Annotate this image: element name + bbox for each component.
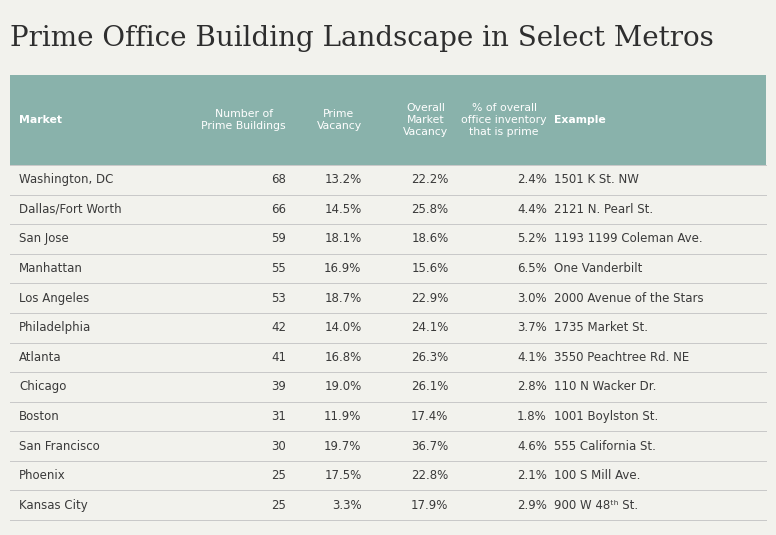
Text: 16.8%: 16.8% <box>324 351 362 364</box>
Text: Manhattan: Manhattan <box>19 262 83 275</box>
Text: 30: 30 <box>271 440 286 453</box>
Text: 17.4%: 17.4% <box>411 410 449 423</box>
Text: 26.1%: 26.1% <box>411 380 449 393</box>
Text: 4.4%: 4.4% <box>517 203 547 216</box>
Text: 11.9%: 11.9% <box>324 410 362 423</box>
Text: Market: Market <box>19 115 62 125</box>
Text: 22.8%: 22.8% <box>411 469 449 482</box>
Text: % of overall
office inventory
that is prime: % of overall office inventory that is pr… <box>461 103 547 137</box>
Text: 100 S Mill Ave.: 100 S Mill Ave. <box>554 469 641 482</box>
Text: Dallas/Fort Worth: Dallas/Fort Worth <box>19 203 122 216</box>
Text: 4.6%: 4.6% <box>517 440 547 453</box>
Text: 2.8%: 2.8% <box>517 380 547 393</box>
Text: Atlanta: Atlanta <box>19 351 62 364</box>
Text: 2000 Avenue of the Stars: 2000 Avenue of the Stars <box>554 292 704 304</box>
Text: 66: 66 <box>271 203 286 216</box>
Text: Boston: Boston <box>19 410 60 423</box>
Text: 53: 53 <box>271 292 286 304</box>
Text: Washington, DC: Washington, DC <box>19 173 113 186</box>
Text: 3.7%: 3.7% <box>517 321 547 334</box>
Text: 16.9%: 16.9% <box>324 262 362 275</box>
Text: 1501 K St. NW: 1501 K St. NW <box>554 173 639 186</box>
Text: Prime Office Building Landscape in Select Metros: Prime Office Building Landscape in Selec… <box>10 25 714 52</box>
Text: Number of
Prime Buildings: Number of Prime Buildings <box>201 109 286 131</box>
Text: 3550 Peachtree Rd. NE: 3550 Peachtree Rd. NE <box>554 351 690 364</box>
Text: 18.7%: 18.7% <box>324 292 362 304</box>
Text: 25.8%: 25.8% <box>411 203 449 216</box>
Text: 68: 68 <box>271 173 286 186</box>
Text: 15.6%: 15.6% <box>411 262 449 275</box>
Text: 6.5%: 6.5% <box>517 262 547 275</box>
Bar <box>10 75 766 165</box>
Text: 5.2%: 5.2% <box>517 233 547 246</box>
Text: 1.8%: 1.8% <box>517 410 547 423</box>
Text: Overall
Market
Vacancy: Overall Market Vacancy <box>404 103 449 137</box>
Text: 110 N Wacker Dr.: 110 N Wacker Dr. <box>554 380 656 393</box>
Text: 18.6%: 18.6% <box>411 233 449 246</box>
Text: 18.1%: 18.1% <box>324 233 362 246</box>
Text: 14.0%: 14.0% <box>324 321 362 334</box>
Text: 31: 31 <box>271 410 286 423</box>
Text: 55: 55 <box>271 262 286 275</box>
Text: 59: 59 <box>271 233 286 246</box>
Text: 42: 42 <box>271 321 286 334</box>
Text: 41: 41 <box>271 351 286 364</box>
Text: 2.1%: 2.1% <box>517 469 547 482</box>
Text: 17.9%: 17.9% <box>411 499 449 511</box>
Text: 25: 25 <box>271 469 286 482</box>
Text: 19.7%: 19.7% <box>324 440 362 453</box>
Text: 2.4%: 2.4% <box>517 173 547 186</box>
Text: Phoenix: Phoenix <box>19 469 66 482</box>
Text: 22.2%: 22.2% <box>411 173 449 186</box>
Text: 22.9%: 22.9% <box>411 292 449 304</box>
Text: 1735 Market St.: 1735 Market St. <box>554 321 648 334</box>
Text: Prime
Vacancy: Prime Vacancy <box>317 109 362 131</box>
Text: 3.3%: 3.3% <box>332 499 362 511</box>
Text: 3.0%: 3.0% <box>517 292 547 304</box>
Text: 24.1%: 24.1% <box>411 321 449 334</box>
Text: 17.5%: 17.5% <box>324 469 362 482</box>
Text: 1001 Boylston St.: 1001 Boylston St. <box>554 410 659 423</box>
Text: San Jose: San Jose <box>19 233 69 246</box>
Text: Kansas City: Kansas City <box>19 499 88 511</box>
Text: Los Angeles: Los Angeles <box>19 292 89 304</box>
Text: 26.3%: 26.3% <box>411 351 449 364</box>
Text: 2.9%: 2.9% <box>517 499 547 511</box>
Text: Philadelphia: Philadelphia <box>19 321 92 334</box>
Text: 13.2%: 13.2% <box>324 173 362 186</box>
Text: 14.5%: 14.5% <box>324 203 362 216</box>
Text: 39: 39 <box>271 380 286 393</box>
Text: 900 W 48ᵗʰ St.: 900 W 48ᵗʰ St. <box>554 499 639 511</box>
Text: 4.1%: 4.1% <box>517 351 547 364</box>
Text: 36.7%: 36.7% <box>411 440 449 453</box>
Text: Example: Example <box>554 115 606 125</box>
Text: Chicago: Chicago <box>19 380 67 393</box>
Text: San Francisco: San Francisco <box>19 440 100 453</box>
Text: 1193 1199 Coleman Ave.: 1193 1199 Coleman Ave. <box>554 233 703 246</box>
Text: 19.0%: 19.0% <box>324 380 362 393</box>
Text: One Vanderbilt: One Vanderbilt <box>554 262 643 275</box>
Text: 2121 N. Pearl St.: 2121 N. Pearl St. <box>554 203 653 216</box>
Text: 25: 25 <box>271 499 286 511</box>
Text: 555 California St.: 555 California St. <box>554 440 656 453</box>
